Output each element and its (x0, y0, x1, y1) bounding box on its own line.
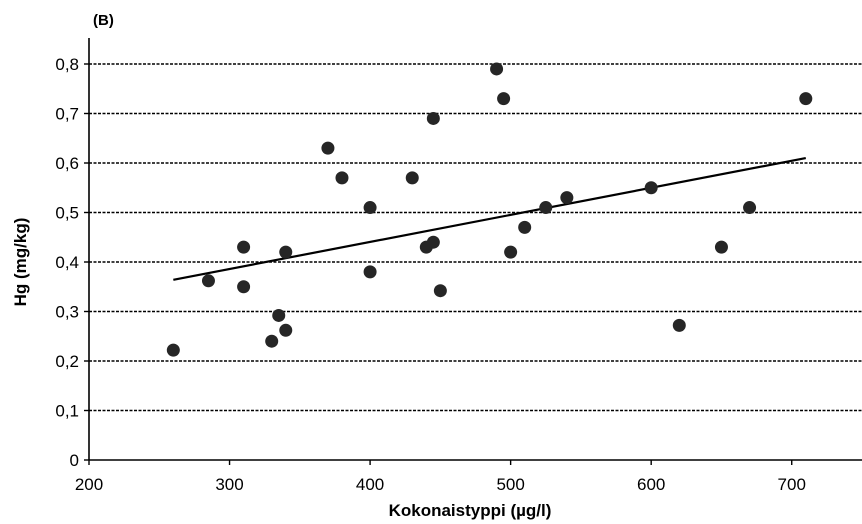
data-point (539, 201, 553, 215)
panel-label: (B) (93, 12, 114, 29)
data-point (265, 334, 279, 348)
data-point (272, 308, 286, 322)
y-tick-label: 0,4 (55, 253, 79, 272)
x-tick-label: 200 (75, 475, 103, 494)
data-point (672, 318, 686, 332)
data-point (799, 92, 813, 106)
trendline-layer (173, 156, 806, 281)
data-point (426, 111, 440, 125)
data-point (490, 62, 504, 76)
y-tick-label: 0,7 (55, 105, 79, 124)
x-tick-label: 300 (215, 475, 243, 494)
data-point (166, 343, 180, 357)
x-axis-title: Kokonaistyppi (µg/l) (389, 501, 552, 520)
data-point (201, 274, 215, 288)
trendline (173, 156, 806, 281)
y-tick-label: 0,3 (55, 303, 79, 322)
data-point (743, 201, 757, 215)
data-point (279, 245, 293, 259)
y-axis-title: Hg (mg/kg) (11, 218, 30, 307)
data-point (363, 201, 377, 215)
data-point (335, 171, 349, 185)
data-point (518, 220, 532, 234)
x-tick-labels: 200 300 400 500 600 700 (75, 475, 806, 494)
x-tick-label: 700 (778, 475, 806, 494)
data-point (405, 171, 419, 185)
data-point (237, 280, 251, 294)
y-tick-label: 0,2 (55, 352, 79, 371)
data-point (237, 240, 251, 254)
y-tick-label: 0 (70, 451, 79, 470)
y-tick-label: 0,1 (55, 402, 79, 421)
x-tick-label: 500 (496, 475, 524, 494)
y-tick-label: 0,8 (55, 55, 79, 74)
data-point (504, 245, 518, 259)
data-point (279, 323, 293, 337)
axes (84, 38, 862, 465)
grid-lines (89, 63, 862, 412)
data-point (644, 181, 658, 195)
data-point (497, 92, 511, 106)
data-point (433, 284, 447, 298)
y-tick-labels: 0 0,1 0,2 0,3 0,4 0,5 0,6 0,7 0,8 (55, 55, 79, 470)
data-point (363, 265, 377, 279)
data-point (714, 240, 728, 254)
data-point (426, 235, 440, 249)
data-point (560, 191, 574, 205)
data-point (321, 141, 335, 155)
data-points (166, 62, 813, 357)
x-tick-label: 600 (637, 475, 665, 494)
x-tick-label: 400 (356, 475, 384, 494)
y-tick-label: 0,5 (55, 204, 79, 223)
y-tick-label: 0,6 (55, 154, 79, 173)
